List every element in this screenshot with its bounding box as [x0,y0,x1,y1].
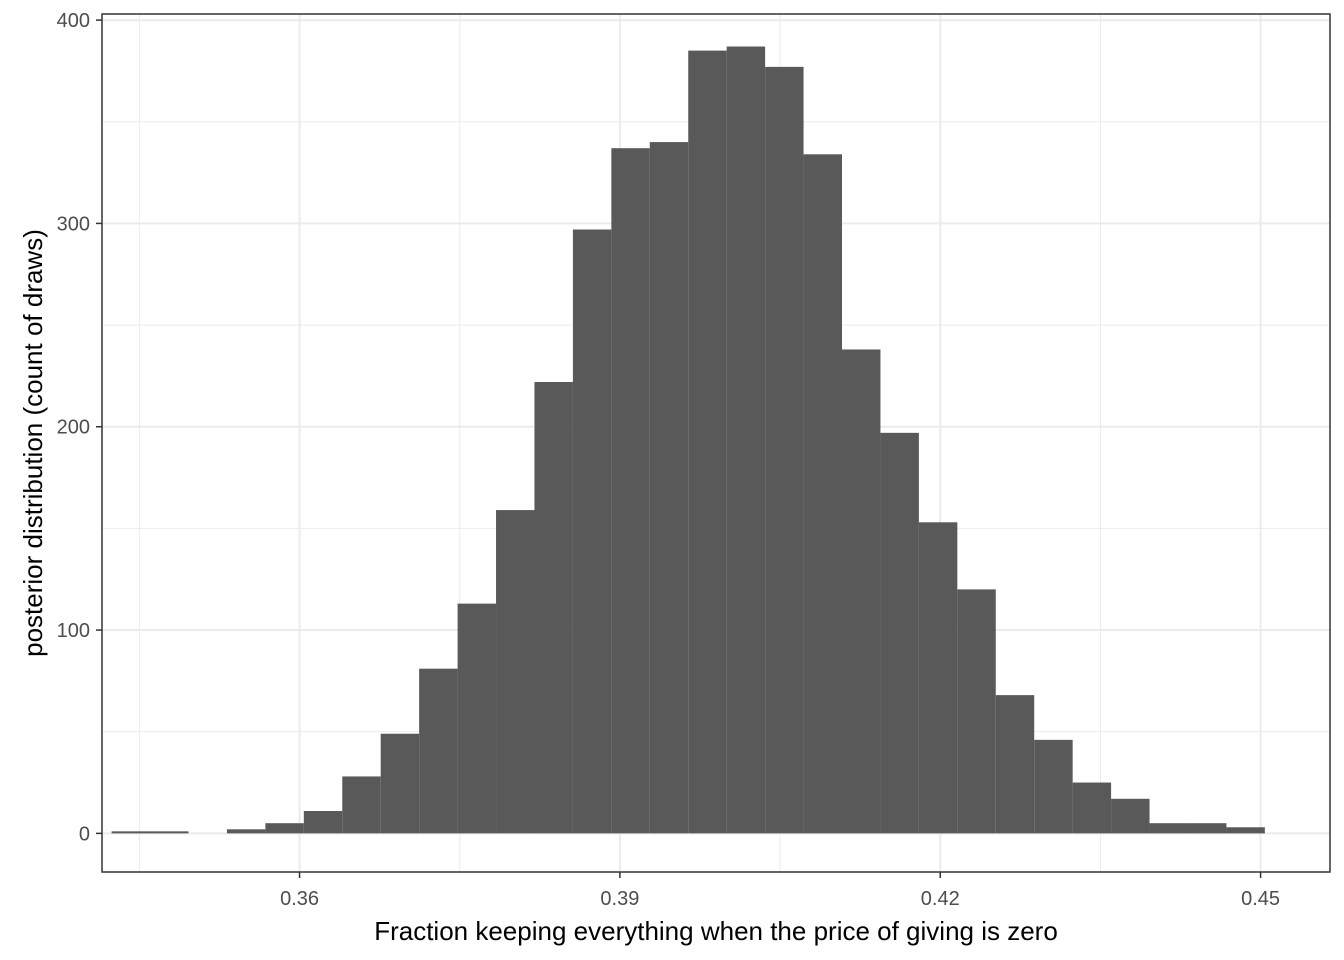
histogram-bar [1034,739,1073,834]
histogram-bar [150,831,189,834]
x-tick-label: 0.45 [1241,888,1280,910]
x-tick-label: 0.39 [600,888,639,910]
y-tick-label: 100 [57,620,90,642]
y-axis-title: posterior distribution (count of draws) [18,229,48,657]
histogram-bar [572,229,612,834]
histogram-bar [688,50,727,834]
histogram-bar [611,148,650,834]
histogram-bar [1149,823,1188,834]
histogram-bar [1226,827,1265,834]
histogram-bar [342,776,381,834]
y-tick-label: 400 [57,10,90,32]
histogram-bar [765,66,804,834]
histogram-bar [1072,782,1112,834]
histogram-bar [1187,823,1227,834]
x-tick-label: 0.36 [280,888,319,910]
histogram-bar [265,823,304,834]
histogram-bar [803,154,843,834]
histogram-bar [957,589,996,834]
histogram-bar [1111,798,1150,834]
histogram-bar [419,668,458,834]
histogram-bar [380,733,420,834]
plot-panel-border [101,13,1331,873]
histogram-bar [496,510,535,834]
histogram-bar [534,382,573,834]
x-axis-title: Fraction keeping everything when the pri… [374,916,1058,946]
y-tick-label: 300 [57,213,90,235]
histogram-bar [842,349,881,834]
histogram-bar [226,829,266,834]
histogram-bar [880,432,919,834]
histogram-bar [457,603,497,834]
y-tick-label: 200 [57,417,90,439]
histogram-bar [303,811,343,834]
histogram-bar [111,831,151,834]
y-tick-label: 0 [79,823,90,845]
histogram-bar [918,522,958,834]
x-tick-label: 0.42 [921,888,960,910]
histogram-bar [649,142,689,834]
y-axis: 0 100 200 300 400 [57,10,102,845]
histogram-bar [995,695,1035,834]
histogram-bars [111,46,1265,834]
histogram-bar [726,46,766,834]
x-axis: 0.36 0.39 0.42 0.45 [280,872,1280,910]
